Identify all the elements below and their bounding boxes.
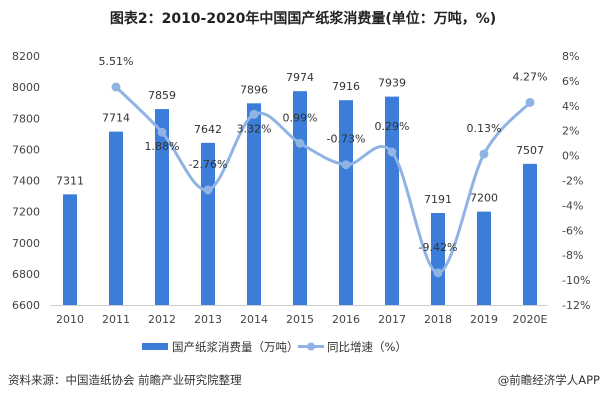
line-point: [249, 109, 259, 119]
right-axis-tick: -4%: [562, 199, 583, 212]
x-axis-tick: 2019: [470, 313, 498, 326]
right-axis-tick: 0%: [562, 150, 579, 163]
bar-data-label: 7191: [424, 193, 452, 206]
x-axis-tick: 2020E: [513, 313, 548, 326]
x-axis-tick: 2016: [332, 313, 360, 326]
bar-data-label: 7896: [240, 83, 268, 96]
right-axis-tick: 2%: [562, 125, 579, 138]
chart-title: 图表2：2010-2020年中国国产纸浆消费量(单位：万吨，%): [109, 11, 497, 27]
legend-line-label: 同比增速（%）: [327, 340, 407, 354]
source-note: 资料来源：中国造纸协会 前瞻产业研究院整理: [8, 373, 242, 387]
legend-bar-swatch: [142, 343, 168, 350]
line-point: [295, 138, 305, 148]
legend-bar-label: 国产纸浆消费量（万吨）: [172, 340, 299, 354]
bar: [523, 163, 537, 305]
credit-note: @前瞻经济学人APP: [497, 373, 600, 387]
right-axis-tick: -10%: [562, 274, 590, 287]
right-axis-tick: -2%: [562, 175, 583, 188]
left-axis-tick: 6600: [12, 299, 40, 312]
line-point: [525, 97, 535, 107]
left-axis-tick: 7000: [12, 237, 40, 250]
x-axis-tick: 2015: [286, 313, 314, 326]
line-data-label: 4.27%: [513, 70, 548, 83]
x-axis-tick: 2012: [148, 313, 176, 326]
x-axis-tick: 2011: [102, 313, 130, 326]
bar: [109, 131, 123, 305]
line-data-label: 0.99%: [283, 111, 318, 124]
bar: [339, 100, 353, 305]
line-point: [157, 127, 167, 137]
bar: [155, 109, 169, 306]
line-data-label: -9.42%: [419, 241, 458, 254]
line-data-label: 3.32%: [237, 122, 272, 135]
bar-data-label: 7507: [516, 144, 544, 157]
line-point: [433, 268, 443, 278]
left-axis-tick: 6800: [12, 268, 40, 281]
bar-data-label: 7714: [102, 112, 130, 125]
bar-data-label: 7939: [378, 77, 406, 90]
bar: [201, 142, 215, 305]
bar-data-label: 7916: [332, 80, 360, 93]
x-axis-tick: 2010: [56, 313, 84, 326]
right-axis-tick: 8%: [562, 50, 579, 63]
x-axis-tick: 2017: [378, 313, 406, 326]
bar: [63, 194, 77, 305]
left-axis-tick: 7400: [12, 175, 40, 188]
line-point: [387, 147, 397, 157]
line-data-label: 1.88%: [145, 140, 180, 153]
left-axis-tick: 8000: [12, 81, 40, 94]
x-axis-tick: 2013: [194, 313, 222, 326]
line-point: [111, 82, 121, 92]
right-axis-tick: -8%: [562, 249, 583, 262]
bar: [477, 211, 491, 305]
legend-line-marker: [307, 342, 315, 351]
right-axis-tick: 6%: [562, 75, 579, 88]
line-data-label: 0.13%: [467, 122, 502, 135]
line-data-label: 0.29%: [375, 120, 410, 133]
line-point: [479, 149, 489, 159]
bar: [247, 103, 261, 305]
x-axis-tick: 2014: [240, 313, 268, 326]
line-point: [341, 160, 351, 170]
bar-data-label: 7642: [194, 123, 222, 136]
bar-data-label: 7974: [286, 71, 314, 84]
left-axis-tick: 7800: [12, 112, 40, 125]
left-axis-tick: 8200: [12, 50, 40, 63]
right-axis-tick: 4%: [562, 100, 579, 113]
bar-data-label: 7859: [148, 89, 176, 102]
right-axis-tick: -12%: [562, 299, 590, 312]
bar-data-label: 7311: [56, 174, 84, 187]
x-axis-tick: 2018: [424, 313, 452, 326]
left-axis-tick: 7600: [12, 143, 40, 156]
bar: [431, 213, 445, 305]
line-data-label: -0.73%: [327, 133, 366, 146]
bar-data-label: 7200: [470, 192, 498, 205]
left-axis-tick: 7200: [12, 206, 40, 219]
line-data-label: -2.76%: [189, 158, 228, 171]
line-data-label: 5.51%: [99, 55, 134, 68]
line-point: [203, 185, 213, 195]
right-axis-tick: -6%: [562, 224, 583, 237]
growth-line: [114, 85, 532, 275]
